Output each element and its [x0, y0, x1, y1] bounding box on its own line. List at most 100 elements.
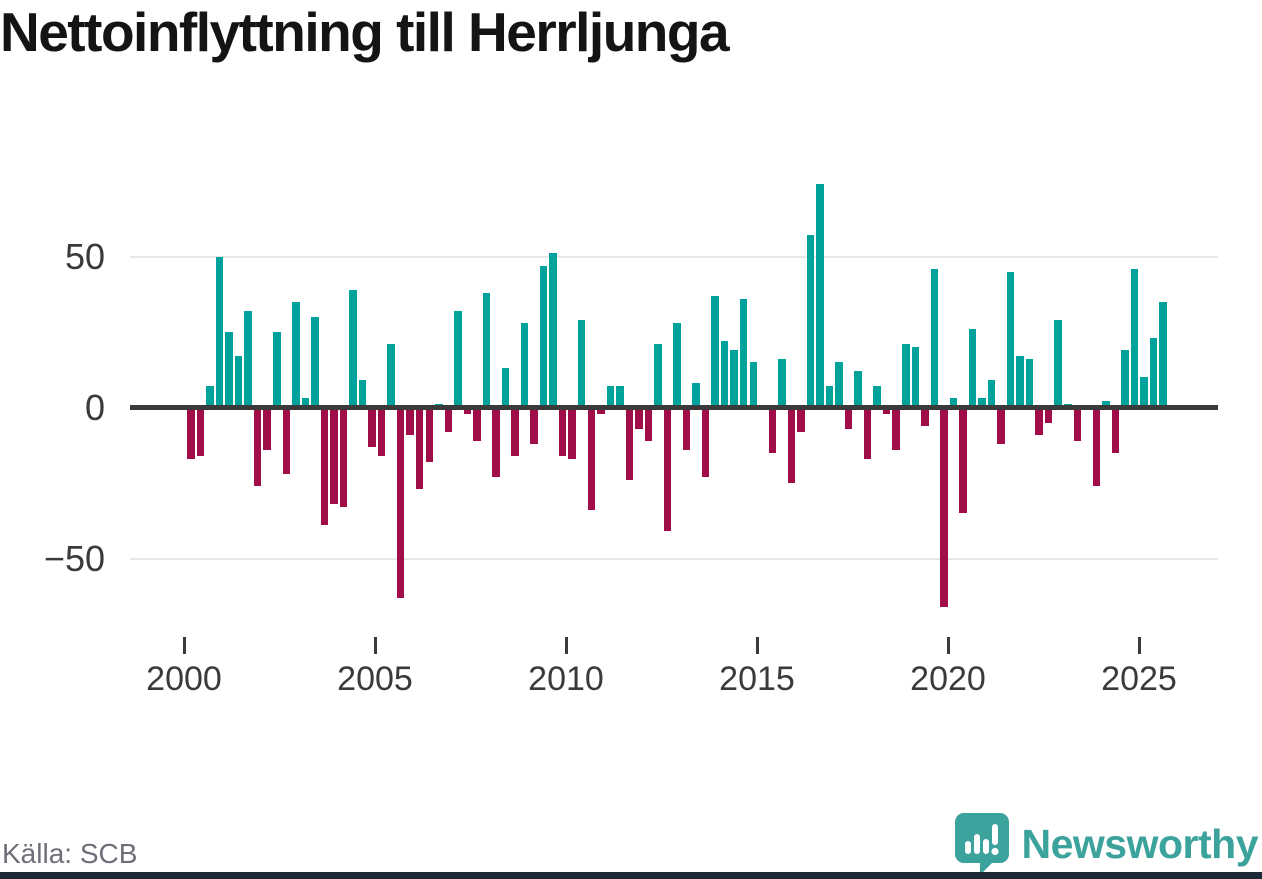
y-axis-label: −50: [43, 537, 105, 579]
bar-2023Q4: [1092, 407, 1101, 487]
newsworthy-icon: [954, 812, 1010, 876]
x-axis-tick: [564, 637, 568, 654]
bar-2010Q2: [577, 319, 586, 408]
bar-2005Q1: [377, 407, 386, 456]
bar-2006Q1: [415, 407, 424, 490]
bar-2007Q1: [454, 310, 462, 408]
bar-2018Q3: [892, 407, 900, 450]
bar-2016Q2: [806, 235, 815, 408]
bar-2015Q3: [778, 359, 786, 408]
bar-2011Q3: [625, 407, 634, 480]
bar-2017Q2: [844, 407, 853, 429]
bar-2019Q4: [940, 407, 948, 607]
bar-2015Q2: [768, 407, 777, 453]
x-axis-label: 2010: [528, 660, 604, 698]
bar-2020Q3: [968, 328, 977, 408]
bar-2017Q1: [835, 362, 843, 408]
bar-2008Q2: [501, 368, 510, 408]
bar-2004Q2: [349, 289, 357, 408]
bar-2012Q3: [663, 407, 672, 532]
footer-bar: [0, 872, 1262, 879]
bar-2003Q4: [330, 407, 338, 505]
bar-2024Q1: [1102, 401, 1110, 408]
bar-2014Q1: [720, 341, 729, 408]
bar-2001Q3: [244, 310, 252, 408]
bar-2019Q1: [911, 347, 920, 408]
bar-2017Q3: [854, 371, 862, 408]
zero-axis-line: [130, 405, 1218, 410]
bar-2025Q1: [1140, 377, 1148, 408]
x-axis-tick: [182, 637, 186, 654]
bar-2001Q1: [225, 332, 233, 408]
bar-2013Q2: [692, 383, 700, 408]
bar-2008Q3: [511, 407, 519, 456]
bar-2002Q1: [263, 407, 271, 450]
bar-2019Q3: [930, 268, 939, 408]
bar-2022Q1: [1025, 359, 1034, 408]
bar-2009Q3: [549, 253, 557, 408]
bar-2009Q2: [539, 265, 548, 408]
x-axis-label: 2025: [1101, 660, 1177, 698]
bar-2003Q1: [301, 398, 310, 408]
bar-2025Q3: [1159, 301, 1167, 408]
bar-2000Q3: [206, 386, 214, 408]
bar-2024Q3: [1121, 350, 1129, 408]
x-axis-label: 2005: [337, 660, 413, 698]
bar-2021Q1: [987, 380, 996, 408]
bar-2007Q2: [463, 407, 472, 414]
bar-2003Q2: [311, 316, 319, 408]
bar-2009Q1: [530, 407, 538, 444]
x-axis-tick: [755, 637, 759, 654]
bar-2000Q4: [215, 256, 224, 408]
bar-2014Q3: [739, 298, 748, 408]
bar-2014Q4: [749, 362, 758, 408]
page-title: Nettoinflyttning till Herrljunga: [0, 1, 730, 63]
bar-2002Q4: [292, 301, 300, 408]
bar-2012Q4: [673, 322, 681, 408]
newsworthy-logo: Newsworthy: [954, 812, 1259, 876]
bar-2023Q2: [1073, 407, 1082, 441]
bar-2010Q1: [568, 407, 576, 459]
bar-2012Q1: [644, 407, 653, 441]
bar-2011Q4: [635, 407, 643, 429]
x-axis-tick: [946, 637, 950, 654]
x-axis-label: 2000: [146, 660, 222, 698]
bar-2005Q4: [406, 407, 414, 435]
bar-2010Q3: [587, 407, 595, 511]
bar-2004Q4: [368, 407, 376, 447]
bar-2013Q1: [682, 407, 691, 450]
bar-2007Q3: [473, 407, 481, 441]
bar-2008Q4: [520, 322, 529, 408]
bar-2007Q4: [482, 292, 491, 408]
bar-2006Q4: [444, 407, 453, 432]
bar-2002Q2: [273, 332, 281, 408]
bar-2000Q2: [196, 407, 205, 456]
bar-2013Q4: [711, 295, 719, 408]
bar-2016Q1: [797, 407, 805, 432]
bar-2010Q4: [597, 407, 605, 414]
bar-2001Q2: [234, 356, 243, 408]
bar-2014Q2: [730, 350, 738, 408]
bar-2018Q2: [882, 407, 891, 414]
bar-2011Q1: [606, 386, 615, 408]
bar-2005Q2: [387, 344, 395, 408]
bar-2020Q4: [978, 398, 986, 408]
bar-2021Q4: [1016, 356, 1024, 408]
bar-2012Q2: [654, 344, 662, 408]
bar-2002Q3: [282, 407, 291, 474]
bar-2025Q2: [1149, 338, 1158, 408]
bar-2021Q3: [1006, 271, 1015, 408]
gridline: [130, 255, 1218, 258]
bar-2017Q4: [863, 407, 872, 459]
bar-2018Q1: [873, 386, 881, 408]
bar-2008Q1: [492, 407, 500, 477]
x-axis-tick: [373, 637, 377, 654]
brand-name: Newsworthy: [1021, 820, 1259, 867]
x-axis-label: 2020: [910, 660, 986, 698]
bar-2020Q1: [949, 398, 958, 408]
x-axis-tick: [1137, 637, 1141, 654]
gridline: [130, 557, 1218, 560]
bar-2016Q3: [816, 184, 824, 408]
bar-2004Q1: [339, 407, 348, 508]
